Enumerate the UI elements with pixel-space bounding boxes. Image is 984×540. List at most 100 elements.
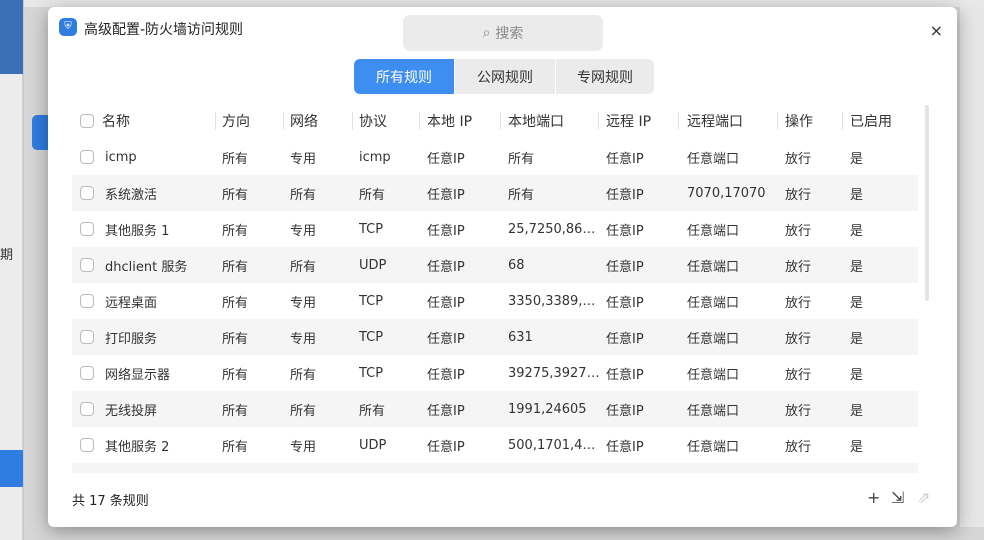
- column-header[interactable]: 远程端口: [687, 114, 743, 130]
- table-cell: 远程桌面: [105, 295, 158, 311]
- row-checkbox[interactable]: [80, 402, 94, 416]
- column-header[interactable]: 名称: [102, 114, 130, 130]
- table-cell: 任意IP: [606, 403, 644, 419]
- table-cell: 任意IP: [427, 151, 465, 167]
- column-divider[interactable]: [352, 112, 353, 130]
- table-cell: 任意IP: [427, 295, 465, 311]
- column-divider[interactable]: [678, 112, 679, 130]
- table-cell: 任意端口: [687, 331, 740, 347]
- table-cell: 所有: [290, 187, 317, 203]
- add-rule-button[interactable]: +: [867, 488, 881, 507]
- table-row[interactable]: 无线投屏 所有 所有 所有 任意IP 1991,24605 任意IP 任意端口 放行 是: [72, 391, 918, 427]
- table-row[interactable]: 其他服务 1 所有 专用 TCP 任意IP 25,7250,86… 任意IP 任意端口 放行 是: [72, 211, 918, 247]
- column-header[interactable]: 操作: [785, 114, 813, 130]
- table-cell: 其他服务 2: [105, 439, 170, 455]
- row-checkbox[interactable]: [80, 366, 94, 380]
- table-cell: 所有: [222, 331, 249, 347]
- table-row[interactable]: icmp 所有 专用 icmp 任意IP 所有 任意IP 任意端口 放行 是: [72, 139, 918, 175]
- table-cell: 系统激活: [105, 187, 158, 203]
- table-cell: 任意IP: [427, 403, 465, 419]
- column-divider[interactable]: [215, 112, 216, 130]
- column-divider[interactable]: [419, 112, 420, 130]
- table-cell: 任意IP: [606, 223, 644, 239]
- background-titlebar: [24, 0, 984, 7]
- table-cell: 是: [850, 367, 864, 383]
- table-cell: 任意IP: [427, 187, 465, 203]
- table-row[interactable]: 打印服务 所有 专用 TCP 任意IP 631 任意IP 任意端口 放行 是: [72, 319, 918, 355]
- table-cell: 7070,17070: [687, 185, 766, 201]
- scrollbar[interactable]: [925, 105, 929, 301]
- table-cell: 所有: [359, 187, 386, 203]
- table-cell: 是: [850, 223, 864, 239]
- tab-public-rules[interactable]: 公网规则: [455, 59, 555, 94]
- table-cell: 是: [850, 151, 864, 167]
- table-cell: 任意端口: [687, 259, 740, 275]
- column-divider[interactable]: [598, 112, 599, 130]
- table-cell: 任意IP: [427, 367, 465, 383]
- table-cell: 所有: [359, 403, 386, 419]
- table-cell: 任意IP: [606, 439, 644, 455]
- table-cell: 其他服务 1: [105, 223, 170, 239]
- tab-all-rules[interactable]: 所有规则: [354, 59, 454, 94]
- row-checkbox[interactable]: [80, 222, 94, 236]
- table-row[interactable]: 系统激活 所有 所有 所有 任意IP 所有 任意IP 7070,17070 放行 是: [72, 175, 918, 211]
- background-sidebar-selected: [0, 450, 23, 487]
- tab-private-rules[interactable]: 专网规则: [556, 59, 654, 94]
- table-cell: 是: [850, 187, 864, 203]
- row-checkbox[interactable]: [80, 150, 94, 164]
- search-input[interactable]: ⌕ 搜索: [403, 15, 603, 51]
- table-cell: TCP: [359, 221, 384, 237]
- table-cell: 任意IP: [606, 187, 644, 203]
- row-checkbox[interactable]: [80, 294, 94, 308]
- table-cell: 所有: [508, 187, 535, 203]
- column-header[interactable]: 本地端口: [508, 114, 564, 130]
- column-header[interactable]: 已启用: [850, 114, 892, 130]
- background-right: [960, 7, 984, 527]
- table-cell: 所有: [290, 403, 317, 419]
- table-cell: 所有: [222, 259, 249, 275]
- table-cell: 专用: [290, 223, 317, 239]
- table-cell: 是: [850, 331, 864, 347]
- table-cell: 放行: [785, 295, 812, 311]
- row-checkbox[interactable]: [80, 330, 94, 344]
- table-row[interactable]: 远程桌面 所有 专用 TCP 任意IP 3350,3389,… 任意IP 任意端口 放行 是: [72, 283, 918, 319]
- column-header[interactable]: 网络: [290, 114, 318, 130]
- table-row[interactable]: 其他服务 2 所有 专用 UDP 任意IP 500,1701,4… 任意IP 任意端口 放行 是: [72, 427, 918, 463]
- table-cell: 放行: [785, 151, 812, 167]
- table-cell: 任意IP: [427, 259, 465, 275]
- table-cell: 所有: [222, 403, 249, 419]
- column-divider[interactable]: [283, 112, 284, 130]
- column-header[interactable]: 协议: [359, 114, 387, 130]
- table-cell: icmp: [359, 149, 391, 165]
- export-button[interactable]: ⇗: [917, 488, 931, 507]
- row-checkbox[interactable]: [80, 438, 94, 452]
- table-cell: 所有: [222, 151, 249, 167]
- table-cell: 任意IP: [606, 367, 644, 383]
- column-divider[interactable]: [842, 112, 843, 130]
- table-cell: 专用: [290, 295, 317, 311]
- table-cell: 所有: [222, 367, 249, 383]
- table-cell: 无线投屏: [105, 403, 158, 419]
- table-cell: 所有: [222, 295, 249, 311]
- select-all-checkbox[interactable]: [80, 114, 94, 128]
- row-checkbox[interactable]: [80, 258, 94, 272]
- table-cell: 放行: [785, 259, 812, 275]
- table-cell: TCP: [359, 329, 384, 345]
- table-cell: 任意IP: [427, 223, 465, 239]
- table-cell: 放行: [785, 187, 812, 203]
- column-divider[interactable]: [500, 112, 501, 130]
- table-row[interactable]: 网络显示器 所有 所有 TCP 任意IP 39275,3927… 任意IP 任意端口 放行 是: [72, 355, 918, 391]
- table-cell: 所有: [290, 259, 317, 275]
- table-cell: 所有: [508, 151, 535, 167]
- column-divider[interactable]: [777, 112, 778, 130]
- table-row[interactable]: dhclient 服务 所有 所有 UDP 任意IP 68 任意IP 任意端口 放行 是: [72, 247, 918, 283]
- close-button[interactable]: ×: [929, 21, 943, 40]
- column-header[interactable]: 本地 IP: [427, 114, 473, 130]
- table-cell: TCP: [359, 293, 384, 309]
- column-header[interactable]: 远程 IP: [606, 114, 652, 130]
- import-button[interactable]: ⇲: [891, 488, 905, 507]
- table-cell: 25,7250,86…: [508, 221, 596, 237]
- row-checkbox[interactable]: [80, 186, 94, 200]
- column-header[interactable]: 方向: [222, 114, 250, 130]
- rules-table: 名称 方向 网络 协议 本地 IP 本地端口 远程 IP 远程端口 操作 已启用 icmp 所有 专用 i…: [72, 103, 918, 463]
